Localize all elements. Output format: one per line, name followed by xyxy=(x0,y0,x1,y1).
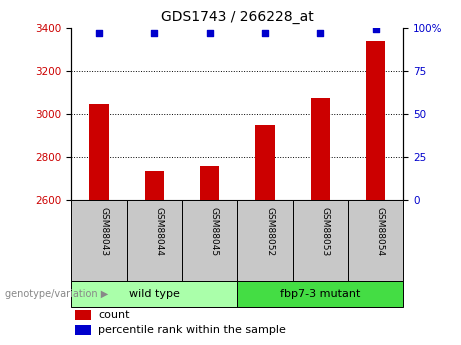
Text: genotype/variation ▶: genotype/variation ▶ xyxy=(5,289,108,299)
Bar xyxy=(75,325,91,335)
Bar xyxy=(255,125,275,200)
Text: GSM88044: GSM88044 xyxy=(154,207,164,256)
Text: percentile rank within the sample: percentile rank within the sample xyxy=(98,325,286,335)
Text: count: count xyxy=(98,310,130,320)
Point xyxy=(151,30,158,36)
Title: GDS1743 / 266228_at: GDS1743 / 266228_at xyxy=(161,10,314,24)
Text: GSM88052: GSM88052 xyxy=(265,207,274,256)
Bar xyxy=(182,200,237,281)
Bar xyxy=(311,98,330,200)
Bar xyxy=(75,310,91,320)
Point xyxy=(261,30,269,36)
Point xyxy=(95,30,103,36)
Bar xyxy=(237,200,293,281)
Text: GSM88043: GSM88043 xyxy=(99,207,108,256)
Text: GSM88045: GSM88045 xyxy=(210,207,219,256)
Bar xyxy=(293,200,348,281)
Point xyxy=(317,30,324,36)
Point xyxy=(372,27,379,32)
Bar xyxy=(71,200,127,281)
Bar xyxy=(366,41,385,200)
Bar xyxy=(127,200,182,281)
Text: fbp7-3 mutant: fbp7-3 mutant xyxy=(280,289,361,299)
Bar xyxy=(200,166,219,200)
Text: GSM88053: GSM88053 xyxy=(320,207,330,256)
Bar xyxy=(348,200,403,281)
Bar xyxy=(145,171,164,200)
Bar xyxy=(71,281,237,307)
Text: GSM88054: GSM88054 xyxy=(376,207,385,256)
Bar xyxy=(237,281,403,307)
Point xyxy=(206,30,213,36)
Text: wild type: wild type xyxy=(129,289,180,299)
Bar xyxy=(89,104,109,200)
